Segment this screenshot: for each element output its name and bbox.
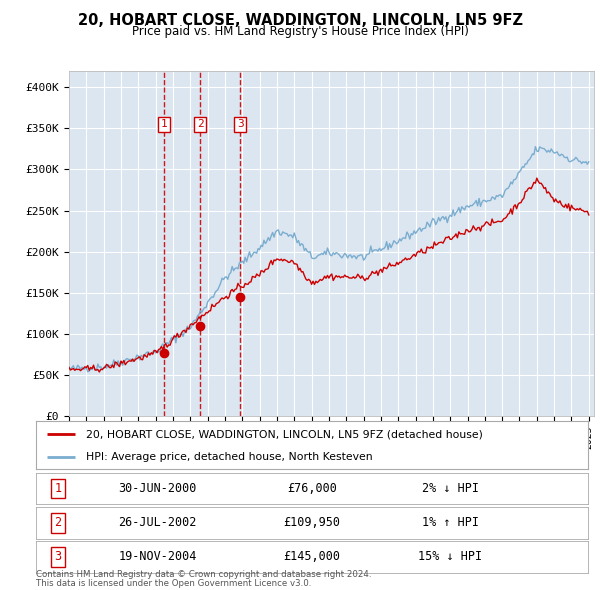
Text: 2% ↓ HPI: 2% ↓ HPI bbox=[421, 482, 479, 495]
Text: 1% ↑ HPI: 1% ↑ HPI bbox=[421, 516, 479, 529]
Text: 20, HOBART CLOSE, WADDINGTON, LINCOLN, LN5 9FZ (detached house): 20, HOBART CLOSE, WADDINGTON, LINCOLN, L… bbox=[86, 429, 482, 439]
Text: This data is licensed under the Open Government Licence v3.0.: This data is licensed under the Open Gov… bbox=[36, 579, 311, 588]
Text: 19-NOV-2004: 19-NOV-2004 bbox=[118, 550, 197, 563]
Text: 20, HOBART CLOSE, WADDINGTON, LINCOLN, LN5 9FZ: 20, HOBART CLOSE, WADDINGTON, LINCOLN, L… bbox=[77, 13, 523, 28]
Text: 3: 3 bbox=[55, 550, 62, 563]
Text: 2: 2 bbox=[55, 516, 62, 529]
Text: HPI: Average price, detached house, North Kesteven: HPI: Average price, detached house, Nort… bbox=[86, 452, 373, 462]
Text: 26-JUL-2002: 26-JUL-2002 bbox=[118, 516, 197, 529]
Text: 30-JUN-2000: 30-JUN-2000 bbox=[118, 482, 197, 495]
Text: £109,950: £109,950 bbox=[284, 516, 341, 529]
Text: 3: 3 bbox=[237, 119, 244, 129]
Text: £76,000: £76,000 bbox=[287, 482, 337, 495]
Text: 1: 1 bbox=[161, 119, 167, 129]
Text: 2: 2 bbox=[197, 119, 203, 129]
Text: Price paid vs. HM Land Registry's House Price Index (HPI): Price paid vs. HM Land Registry's House … bbox=[131, 25, 469, 38]
Text: Contains HM Land Registry data © Crown copyright and database right 2024.: Contains HM Land Registry data © Crown c… bbox=[36, 571, 371, 579]
Text: 15% ↓ HPI: 15% ↓ HPI bbox=[418, 550, 482, 563]
Text: £145,000: £145,000 bbox=[284, 550, 341, 563]
Text: 1: 1 bbox=[55, 482, 62, 495]
